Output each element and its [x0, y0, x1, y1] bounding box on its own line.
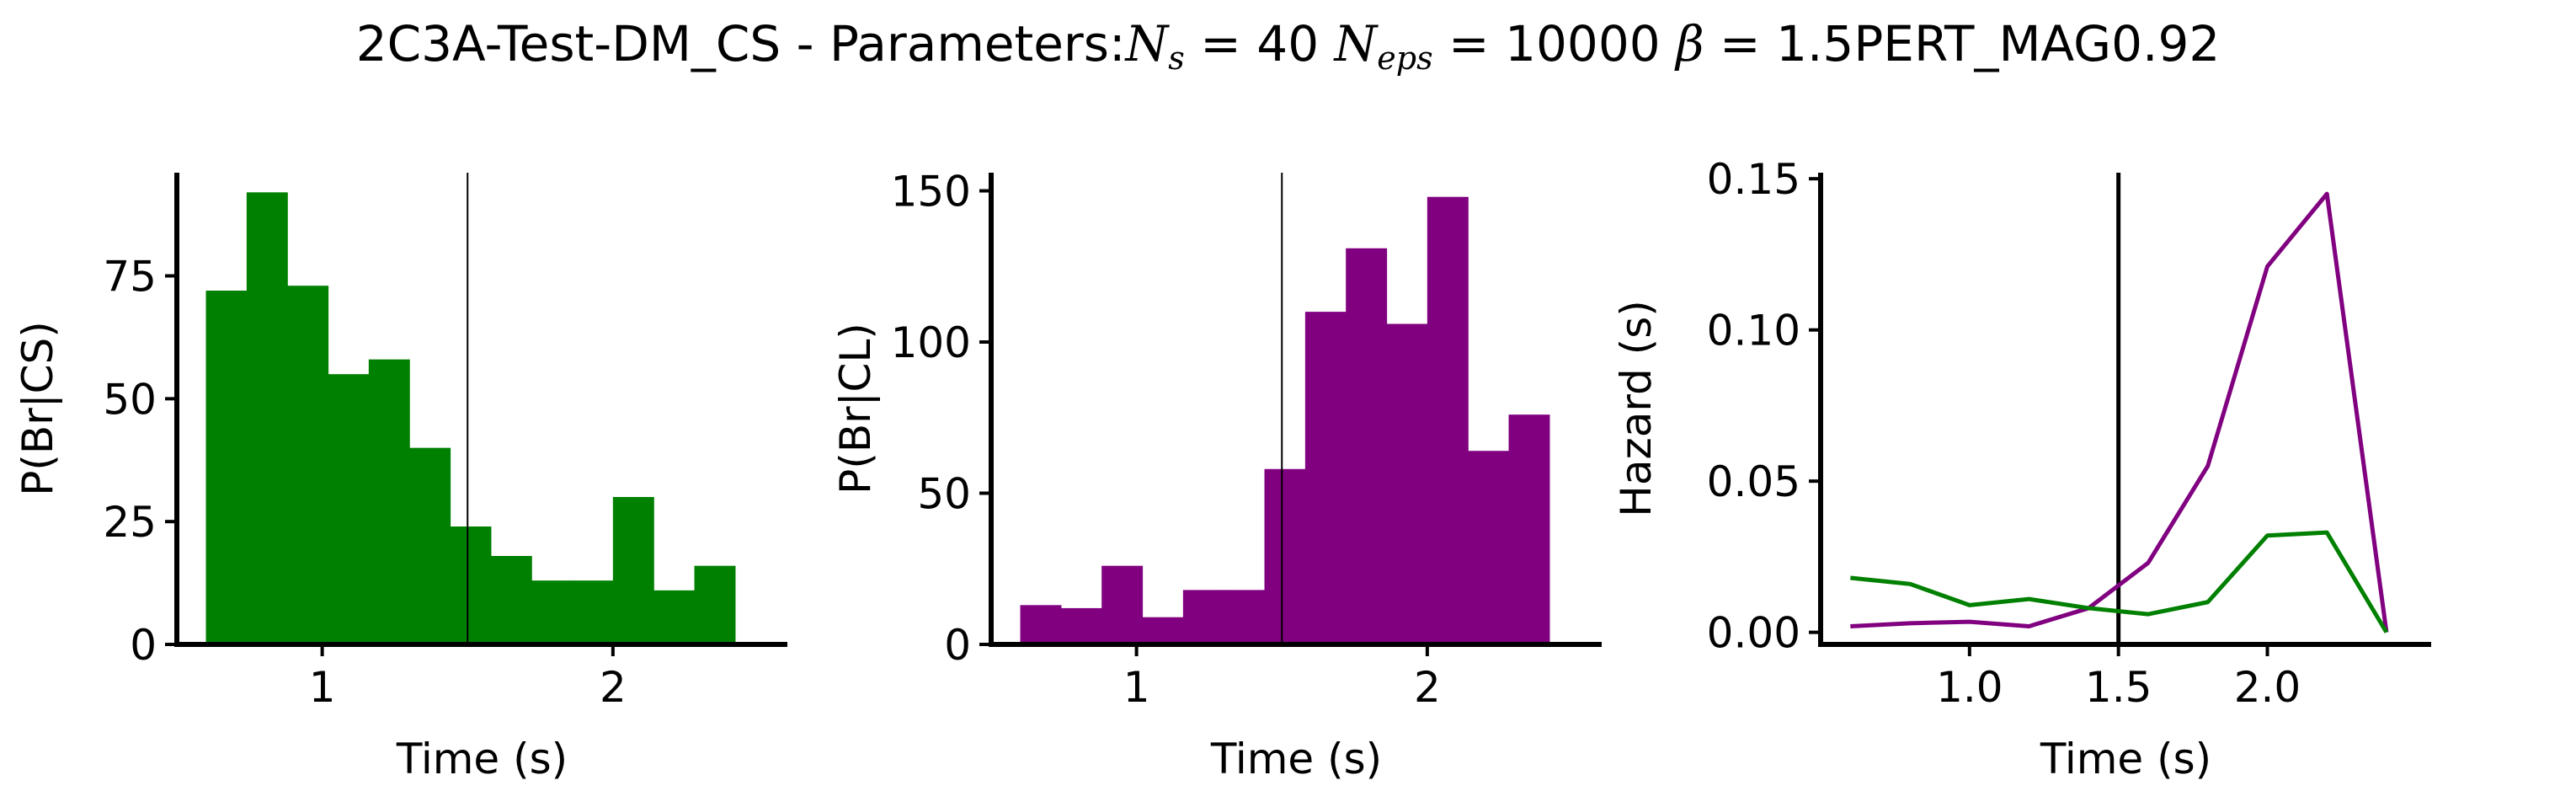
histogram-bar	[612, 497, 654, 644]
histogram-bar	[1060, 607, 1102, 644]
title-suffix: PERT_MAG0.92	[1853, 15, 2221, 72]
param-beta-symbol: β	[1676, 15, 1704, 72]
histogram-bar	[1508, 414, 1550, 644]
y-tick-label: 0.05	[1707, 457, 1800, 506]
param-neps-symbol: N	[1334, 15, 1378, 72]
x-axis-label: Time (s)	[2040, 735, 2211, 783]
x-axis-label: Time (s)	[1210, 735, 1382, 783]
y-tick-label: 100	[891, 318, 971, 367]
hazard-series-line-2	[1850, 530, 2389, 633]
histogram-bar	[653, 590, 696, 644]
histogram-bar	[246, 192, 288, 645]
histogram-bar	[1468, 451, 1510, 644]
histogram-bar	[1427, 196, 1469, 644]
param-neps-subscript: eps	[1377, 40, 1433, 77]
y-tick-label: 75	[103, 253, 157, 302]
title-prefix: 2C3A-Test-DM_CS - Parameters:	[355, 15, 1126, 72]
histogram-bar	[1264, 468, 1306, 644]
x-tick-label: 1	[1123, 663, 1150, 712]
x-tick-label: 1.5	[2085, 663, 2152, 712]
histogram-bar	[328, 374, 370, 644]
histogram-bar	[1224, 590, 1266, 644]
histogram-bar	[1020, 605, 1062, 644]
param-ns-symbol: N	[1125, 15, 1169, 72]
param-beta-value: 1.5	[1776, 15, 1854, 72]
y-axis-label: P(Br|CL)	[831, 323, 880, 494]
y-tick-label: 0.10	[1707, 307, 1800, 355]
param-ns-subscript: s	[1168, 40, 1185, 77]
y-tick-label: 0.15	[1707, 155, 1800, 204]
histogram-bar	[572, 580, 614, 644]
histogram-bar	[1346, 248, 1388, 644]
histogram-bar	[1386, 323, 1428, 644]
histogram-bar	[1101, 565, 1144, 644]
param-neps-value: 10000	[1505, 15, 1661, 72]
histogram-bar	[409, 447, 451, 644]
histogram-bar	[694, 565, 736, 644]
hazard-series-line-1	[1850, 191, 2389, 633]
y-tick-label: 150	[891, 168, 971, 216]
chart-panel-2: 1 2 0 50 100 150 Time (s) P(Br|CL)	[831, 168, 1602, 783]
chart-panel-1: 1 2 0 25 50 75 Time (s) P(Br|CS)	[13, 173, 787, 783]
histogram-bar	[205, 291, 248, 644]
chart-panel-3: 1.0 1.5 2.0 0.00 0.05 0.10 0.15 Time (s) Hazard …	[1612, 155, 2431, 783]
x-tick-label: 2	[1414, 663, 1441, 712]
y-tick-label: 0	[130, 621, 157, 670]
y-axis-label: P(Br|CS)	[13, 321, 62, 496]
histogram-bar	[450, 526, 492, 644]
x-tick-label: 1.0	[1936, 663, 2003, 712]
x-tick-label: 2.0	[2234, 663, 2301, 712]
y-tick-label: 25	[103, 498, 157, 547]
histogram-bar	[368, 359, 410, 644]
y-axis-label: Hazard (s)	[1612, 300, 1661, 517]
x-tick-label: 1	[309, 663, 336, 712]
y-tick-label: 50	[103, 375, 157, 424]
param-ns-value: 40	[1256, 15, 1320, 72]
histogram-bar	[1142, 617, 1184, 644]
histogram-bar	[1304, 312, 1347, 644]
histogram-bar	[490, 556, 532, 644]
figure-title: 2C3A-Test-DM_CS - Parameters:Ns = 40 Nep…	[355, 15, 2221, 77]
histogram-bar	[1182, 590, 1224, 644]
x-axis-label: Time (s)	[396, 735, 568, 783]
histogram-bar	[287, 286, 329, 644]
y-tick-label: 0	[944, 621, 971, 670]
y-tick-label: 50	[917, 470, 971, 519]
y-tick-label: 0.00	[1707, 609, 1800, 658]
x-tick-label: 2	[600, 663, 627, 712]
histogram-bar	[531, 580, 573, 644]
